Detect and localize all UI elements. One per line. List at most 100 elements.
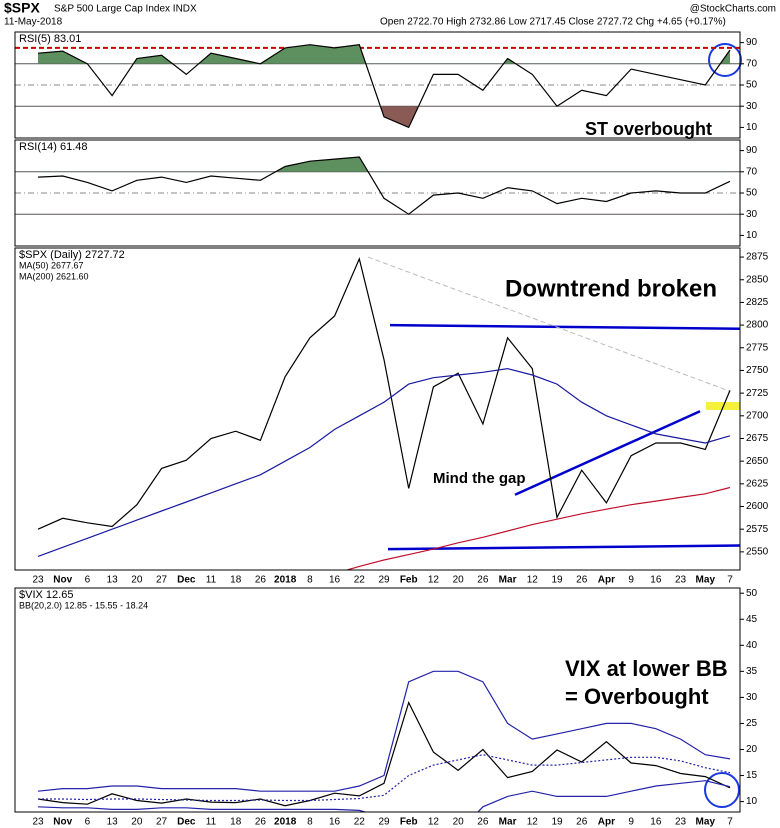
- y-tick-label: 35: [746, 666, 758, 677]
- y-tick-label: 40: [746, 640, 758, 651]
- y-tick-label: 2700: [746, 410, 769, 421]
- panel-frame: [14, 587, 741, 813]
- annotation: Mind the gap: [433, 470, 526, 487]
- y-tick-label: 2575: [746, 524, 769, 535]
- y-tick-label: 30: [746, 692, 758, 703]
- y-tick-label: 2625: [746, 478, 769, 489]
- legend-entry: RSI(5) 83.01: [19, 33, 81, 45]
- x-tick-label: 12: [428, 817, 440, 828]
- x-tick-label: 7: [727, 575, 733, 586]
- legend-entry: BB(20,2.0) 12.85 - 15.55 - 18.24: [19, 600, 148, 610]
- date: 11-May-2018: [4, 17, 63, 28]
- annotation: = Overbought: [565, 684, 709, 709]
- x-tick-label: 11: [206, 817, 217, 828]
- annotation: VIX at lower BB: [565, 656, 728, 681]
- x-tick-label: 26: [477, 817, 489, 828]
- plot: [15, 156, 740, 215]
- x-tick-label: May: [696, 575, 716, 586]
- x-tick-label: 23: [675, 817, 687, 828]
- x-tick-label: 13: [107, 575, 119, 586]
- y-tick-label: 10: [746, 122, 758, 133]
- x-tick-label: 26: [576, 817, 588, 828]
- x-tick-label: Mar: [499, 817, 517, 828]
- x-tick-label: 9: [628, 575, 634, 586]
- x-tick-label: 22: [354, 817, 366, 828]
- x-tick-label: 26: [255, 575, 267, 586]
- x-tick-label: 20: [453, 817, 465, 828]
- rsi-fill: [275, 156, 369, 172]
- x-tick-label: 16: [650, 575, 662, 586]
- y-tick-label: 10: [746, 796, 758, 807]
- y-tick-label: 2650: [746, 456, 769, 467]
- highlight-circle: [708, 43, 742, 77]
- trendline: [514, 410, 701, 496]
- y-tick-label: 90: [746, 145, 758, 156]
- legend-entry: RSI(14) 61.48: [19, 141, 87, 153]
- y-tick-label: 30: [746, 209, 758, 220]
- series-line: [344, 486, 731, 570]
- y-tick-label: 50: [746, 80, 758, 91]
- x-tick-label: 22: [354, 575, 366, 586]
- y-tick-label: 2875: [746, 252, 769, 263]
- x-tick-label: 29: [378, 575, 390, 586]
- x-tick-label: 8: [307, 817, 313, 828]
- source: @StockCharts.com: [690, 4, 776, 15]
- x-tick-label: 18: [230, 575, 242, 586]
- quote: Open 2722.70 High 2732.86 Low 2717.45 Cl…: [380, 17, 726, 28]
- y-tick-label: 70: [746, 166, 758, 177]
- x-tick-label: 26: [477, 575, 489, 586]
- x-tick-label: 8: [307, 575, 313, 586]
- highlight-circle: [704, 772, 740, 808]
- series-line: [37, 44, 731, 129]
- y-tick-label: 2800: [746, 320, 769, 331]
- x-tick-label: 6: [85, 575, 91, 586]
- x-tick-label: 19: [551, 817, 563, 828]
- y-tick-label: 45: [746, 614, 758, 625]
- y-tick-label: 25: [746, 718, 758, 729]
- y-tick-label: 2675: [746, 433, 769, 444]
- y-tick-label: 15: [746, 770, 758, 781]
- series-line: [37, 700, 731, 807]
- panel-frame: [14, 247, 741, 571]
- x-tick-label: Dec: [177, 817, 196, 828]
- x-tick-label: 20: [131, 817, 143, 828]
- x-tick-label: 26: [576, 575, 588, 586]
- plot: [37, 670, 731, 812]
- x-tick-label: 29: [378, 817, 390, 828]
- series-line: [37, 670, 731, 792]
- plot: [37, 256, 740, 570]
- plot: [15, 44, 740, 129]
- y-tick-label: 50: [746, 588, 758, 599]
- x-tick-label: 16: [329, 817, 341, 828]
- x-tick-label: Apr: [598, 817, 615, 828]
- trendline: [367, 256, 731, 392]
- x-tick-label: 11: [206, 575, 217, 586]
- legend-entry: $SPX (Daily) 2727.72: [19, 249, 125, 261]
- x-tick-label: 7: [727, 817, 733, 828]
- x-tick-label: Dec: [177, 575, 196, 586]
- series-line: [37, 156, 731, 215]
- y-tick-label: 10: [746, 230, 758, 241]
- x-tick-label: 26: [255, 817, 267, 828]
- y-tick-label: 2825: [746, 297, 769, 308]
- y-tick-label: 2750: [746, 365, 769, 376]
- x-tick-label: 12: [527, 575, 539, 586]
- x-tick-label: 19: [551, 575, 563, 586]
- y-tick-label: 2550: [746, 546, 769, 557]
- x-tick-label: Nov: [53, 575, 72, 586]
- legend-entry: MA(50) 2677.67: [19, 260, 84, 270]
- x-tick-label: 23: [675, 575, 687, 586]
- x-tick-label: 9: [628, 817, 634, 828]
- trendline: [387, 544, 740, 551]
- x-tick-label: 23: [32, 817, 44, 828]
- x-tick-label: 27: [156, 575, 168, 586]
- x-tick-label: 20: [131, 575, 143, 586]
- series-line: [38, 754, 731, 802]
- x-tick-label: Nov: [53, 817, 72, 828]
- y-tick-label: 2775: [746, 342, 769, 353]
- x-tick-label: Feb: [400, 817, 418, 828]
- annotation: ST overbought: [585, 119, 712, 139]
- legend-entry: $VIX 12.65: [19, 589, 73, 601]
- x-tick-label: 16: [650, 817, 662, 828]
